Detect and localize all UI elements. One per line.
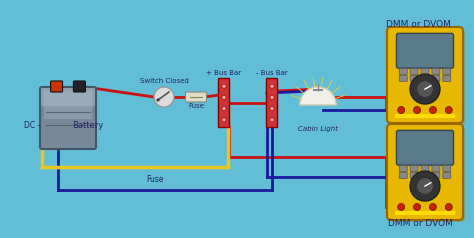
Circle shape xyxy=(429,106,437,114)
FancyBboxPatch shape xyxy=(432,165,440,171)
Circle shape xyxy=(222,107,226,111)
Circle shape xyxy=(410,74,440,104)
FancyBboxPatch shape xyxy=(40,87,96,149)
Text: Switch Closed: Switch Closed xyxy=(140,78,188,84)
FancyBboxPatch shape xyxy=(443,75,451,81)
Wedge shape xyxy=(300,87,336,105)
FancyBboxPatch shape xyxy=(410,165,418,171)
Circle shape xyxy=(429,203,437,210)
Text: + Bus Bar: + Bus Bar xyxy=(207,70,242,76)
FancyBboxPatch shape xyxy=(421,165,429,171)
FancyBboxPatch shape xyxy=(443,172,451,178)
FancyBboxPatch shape xyxy=(266,79,277,128)
Circle shape xyxy=(445,203,452,210)
Circle shape xyxy=(410,171,440,201)
FancyBboxPatch shape xyxy=(410,172,418,178)
Circle shape xyxy=(222,84,226,88)
FancyBboxPatch shape xyxy=(410,68,418,74)
Circle shape xyxy=(398,106,405,114)
FancyBboxPatch shape xyxy=(389,29,465,125)
FancyBboxPatch shape xyxy=(432,68,440,74)
Circle shape xyxy=(398,203,405,210)
FancyBboxPatch shape xyxy=(185,92,207,102)
Circle shape xyxy=(417,178,433,194)
Text: DMM or DVOM: DMM or DVOM xyxy=(386,20,451,29)
Circle shape xyxy=(156,99,159,101)
FancyBboxPatch shape xyxy=(399,75,407,81)
FancyBboxPatch shape xyxy=(443,165,451,171)
FancyBboxPatch shape xyxy=(443,68,451,74)
Text: Fuse: Fuse xyxy=(146,175,164,184)
Circle shape xyxy=(445,106,452,114)
FancyBboxPatch shape xyxy=(387,124,463,220)
FancyBboxPatch shape xyxy=(51,81,63,92)
Circle shape xyxy=(270,118,274,122)
FancyBboxPatch shape xyxy=(399,165,407,171)
FancyBboxPatch shape xyxy=(219,79,229,128)
FancyBboxPatch shape xyxy=(396,33,454,68)
Bar xyxy=(395,114,455,118)
FancyBboxPatch shape xyxy=(396,130,454,165)
Bar xyxy=(395,211,455,215)
FancyBboxPatch shape xyxy=(389,126,465,222)
Text: DC -: DC - xyxy=(24,122,40,130)
Circle shape xyxy=(414,203,420,210)
FancyBboxPatch shape xyxy=(421,172,429,178)
FancyBboxPatch shape xyxy=(387,27,463,123)
FancyBboxPatch shape xyxy=(421,68,429,74)
FancyBboxPatch shape xyxy=(399,68,407,74)
Circle shape xyxy=(222,95,226,99)
FancyBboxPatch shape xyxy=(432,75,440,81)
Circle shape xyxy=(414,106,420,114)
Text: DMM or DVOM: DMM or DVOM xyxy=(388,219,453,228)
FancyBboxPatch shape xyxy=(73,81,85,92)
FancyBboxPatch shape xyxy=(432,172,440,178)
Circle shape xyxy=(270,95,274,99)
Circle shape xyxy=(222,118,226,122)
Text: - Bus Bar: - Bus Bar xyxy=(256,70,288,76)
FancyBboxPatch shape xyxy=(421,75,429,81)
Circle shape xyxy=(270,84,274,88)
Circle shape xyxy=(417,81,433,97)
FancyBboxPatch shape xyxy=(399,172,407,178)
Circle shape xyxy=(154,87,174,107)
FancyBboxPatch shape xyxy=(44,91,92,119)
Circle shape xyxy=(270,107,274,111)
FancyBboxPatch shape xyxy=(410,75,418,81)
FancyBboxPatch shape xyxy=(41,88,95,106)
Text: Battery: Battery xyxy=(72,122,103,130)
Text: Fuse: Fuse xyxy=(188,103,204,109)
Text: Cabin Light: Cabin Light xyxy=(298,126,338,132)
